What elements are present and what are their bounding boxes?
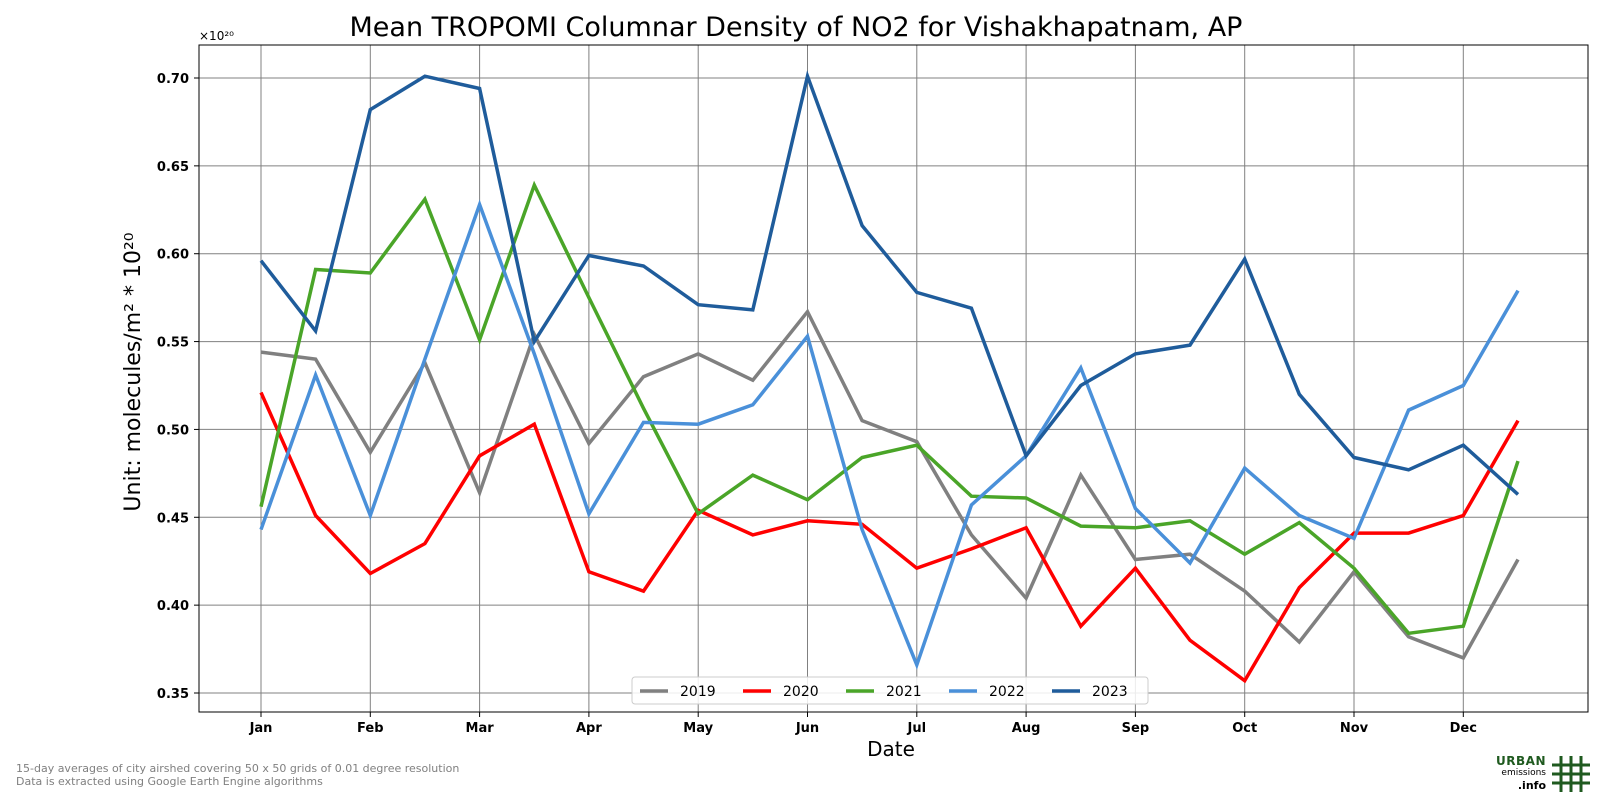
- grid-lines: [199, 45, 1588, 712]
- legend-label-2020: 2020: [783, 684, 819, 700]
- chart-title: Mean TROPOMI Columnar Density of NO2 for…: [350, 12, 1243, 43]
- series-line-2019: [260, 308, 1520, 661]
- y-axis-label: Unit: molecules/m² * 10²⁰: [121, 232, 146, 511]
- x-tick-label: Nov: [1340, 721, 1369, 736]
- y-tick-label: 0.60: [157, 248, 189, 263]
- x-tick-label: Jan: [249, 721, 273, 736]
- plot-frame: [198, 44, 1589, 713]
- legend-label-2019: 2019: [680, 684, 716, 700]
- x-tick-label: Oct: [1232, 721, 1257, 736]
- x-tick-label: Jun: [795, 721, 819, 736]
- x-tick-label: Sep: [1122, 721, 1150, 736]
- y-tick-label: 0.40: [157, 599, 189, 614]
- y-tick-label: 0.35: [157, 687, 189, 702]
- series-line-2023: [259, 70, 1520, 496]
- y-axis-ticks: 0.35 0.40 0.45 0.50 0.55 0.60 0.65 0.70: [157, 72, 199, 702]
- y-tick-label: 0.70: [157, 72, 189, 87]
- y-scale-multiplier: ×10²⁰: [199, 29, 234, 43]
- y-tick-label: 0.45: [157, 511, 189, 526]
- x-tick-label: Apr: [576, 721, 602, 736]
- x-tick-label: Aug: [1012, 721, 1041, 736]
- x-tick-label: Feb: [357, 721, 383, 736]
- y-tick-label: 0.50: [157, 423, 189, 438]
- series-lines: [259, 70, 1520, 684]
- series-line-2020: [259, 391, 1520, 684]
- x-axis-label: Date: [867, 737, 915, 761]
- footnote-line-1: 15-day averages of city airshed covering…: [16, 762, 460, 775]
- legend: 2019 2020 2021 2022 2023: [631, 676, 1149, 705]
- x-tick-label: May: [683, 721, 713, 736]
- logo-word-urban: URBAN: [1496, 754, 1546, 768]
- legend-label-2023: 2023: [1092, 684, 1128, 700]
- logo-grid-icon: [1552, 756, 1590, 792]
- x-axis-ticks: Jan Feb Mar Apr May Jun Jul Aug Sep Oct Nov Dec: [249, 712, 1477, 736]
- logo-word-info: .info: [1517, 779, 1546, 792]
- y-tick-label: 0.55: [157, 336, 189, 351]
- x-tick-label: Jul: [907, 721, 927, 736]
- legend-label-2021: 2021: [886, 684, 922, 700]
- series-line-2021: [259, 180, 1520, 636]
- y-tick-label: 0.65: [157, 160, 189, 175]
- legend-box: [631, 676, 1149, 705]
- footnote-line-2: Data is extracted using Google Earth Eng…: [16, 775, 323, 788]
- urban-emissions-logo: URBAN emissions .info: [1490, 754, 1590, 794]
- x-tick-label: Dec: [1450, 721, 1477, 736]
- x-tick-label: Mar: [466, 721, 495, 736]
- series-line-2022: [259, 199, 1520, 670]
- logo-word-emissions: emissions: [1501, 768, 1546, 778]
- legend-label-2022: 2022: [989, 684, 1025, 700]
